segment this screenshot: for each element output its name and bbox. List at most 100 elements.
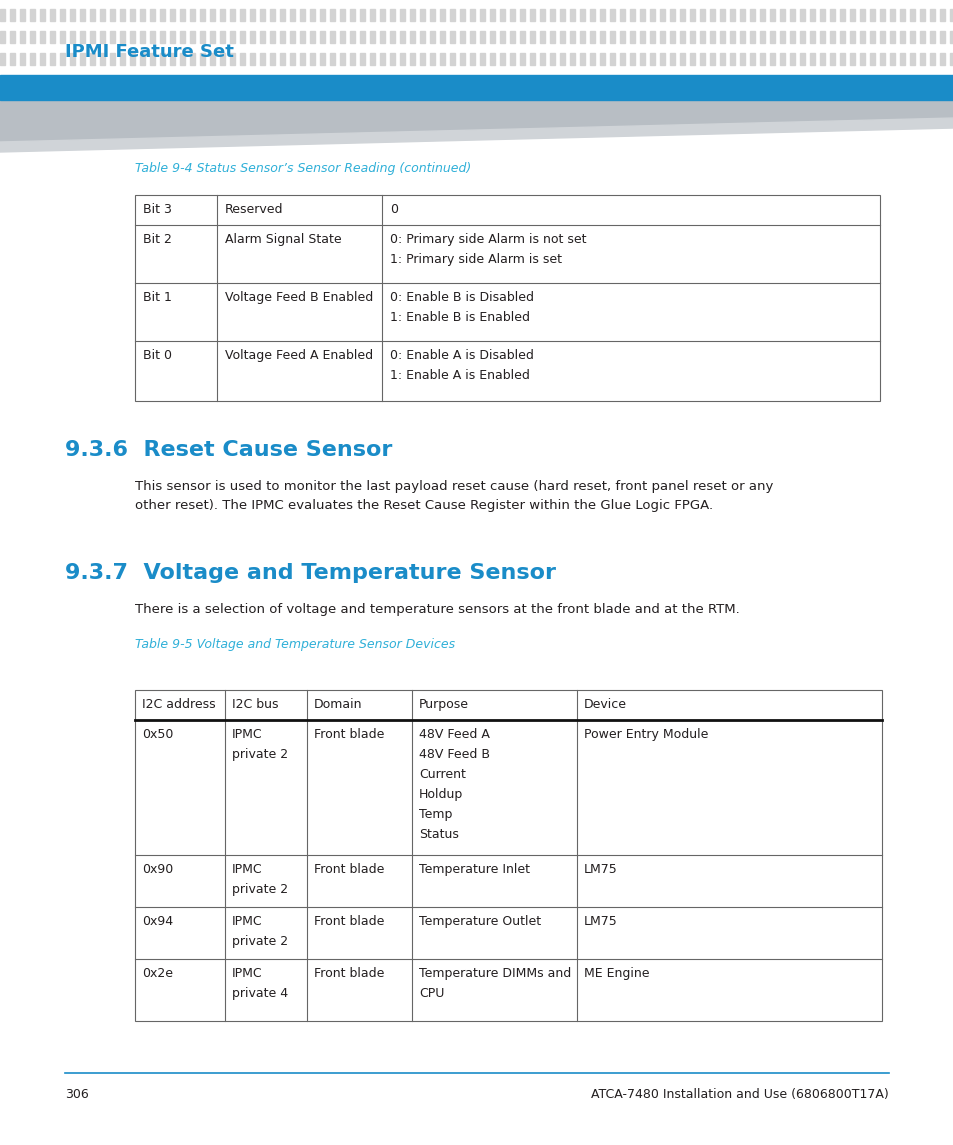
Bar xyxy=(760,9,764,21)
Bar xyxy=(619,9,624,21)
Bar xyxy=(629,9,635,21)
Bar xyxy=(840,9,844,21)
Text: Device: Device xyxy=(583,698,626,711)
Bar xyxy=(0,31,5,44)
Bar xyxy=(60,53,65,65)
Bar xyxy=(20,9,25,21)
Bar xyxy=(649,9,655,21)
Bar xyxy=(200,9,205,21)
Bar xyxy=(530,9,535,21)
Bar xyxy=(50,31,55,44)
Bar xyxy=(135,195,879,401)
Bar xyxy=(419,9,424,21)
Bar xyxy=(390,9,395,21)
Bar xyxy=(190,31,194,44)
Bar xyxy=(539,53,544,65)
Bar xyxy=(869,9,874,21)
Bar xyxy=(180,31,185,44)
Bar xyxy=(510,9,515,21)
Text: Table 9-5 Voltage and Temperature Sensor Devices: Table 9-5 Voltage and Temperature Sensor… xyxy=(135,638,455,652)
Bar xyxy=(550,53,555,65)
Bar xyxy=(280,31,285,44)
Bar xyxy=(629,53,635,65)
Bar xyxy=(829,31,834,44)
Text: Bit 3: Bit 3 xyxy=(143,203,172,216)
Bar xyxy=(359,9,365,21)
Bar xyxy=(270,53,274,65)
Bar xyxy=(370,9,375,21)
Bar xyxy=(740,9,744,21)
Bar xyxy=(659,31,664,44)
Bar xyxy=(40,9,45,21)
Bar xyxy=(499,31,504,44)
Text: Domain: Domain xyxy=(314,698,362,711)
Bar xyxy=(700,31,704,44)
Bar xyxy=(450,53,455,65)
Bar xyxy=(939,9,944,21)
Bar xyxy=(869,31,874,44)
Bar xyxy=(769,31,774,44)
Bar xyxy=(260,9,265,21)
Bar xyxy=(800,53,804,65)
Bar xyxy=(829,9,834,21)
Bar xyxy=(439,31,444,44)
Bar xyxy=(230,9,234,21)
Bar xyxy=(899,9,904,21)
Bar xyxy=(859,9,864,21)
Text: Purpose: Purpose xyxy=(418,698,469,711)
Text: Temperature Outlet: Temperature Outlet xyxy=(418,915,540,927)
Bar xyxy=(550,9,555,21)
Bar xyxy=(40,31,45,44)
Bar xyxy=(299,9,305,21)
Bar xyxy=(859,31,864,44)
Bar xyxy=(490,53,495,65)
Bar xyxy=(579,53,584,65)
Text: I2C bus: I2C bus xyxy=(232,698,278,711)
Bar xyxy=(10,31,15,44)
Bar xyxy=(210,53,214,65)
Bar xyxy=(0,9,5,21)
Bar xyxy=(410,53,415,65)
Bar xyxy=(390,53,395,65)
Bar xyxy=(390,31,395,44)
Bar xyxy=(319,53,325,65)
Bar xyxy=(639,9,644,21)
Bar xyxy=(859,53,864,65)
Bar xyxy=(200,53,205,65)
Text: Front blade: Front blade xyxy=(314,728,384,741)
Bar xyxy=(135,690,882,1021)
Bar xyxy=(589,53,595,65)
Text: Temperature DIMMs and
CPU: Temperature DIMMs and CPU xyxy=(418,968,571,1000)
Bar xyxy=(780,9,784,21)
Text: 0: 0 xyxy=(390,203,397,216)
Bar xyxy=(319,9,325,21)
Bar xyxy=(260,31,265,44)
Bar xyxy=(769,53,774,65)
Bar xyxy=(539,9,544,21)
Bar xyxy=(379,31,385,44)
Bar xyxy=(539,31,544,44)
Bar xyxy=(579,31,584,44)
Bar xyxy=(130,9,135,21)
Bar xyxy=(30,53,35,65)
Bar xyxy=(869,53,874,65)
Bar xyxy=(350,9,355,21)
Polygon shape xyxy=(0,100,953,142)
Bar xyxy=(820,53,824,65)
Bar xyxy=(519,31,524,44)
Bar xyxy=(619,53,624,65)
Text: 0x94: 0x94 xyxy=(142,915,172,927)
Bar xyxy=(689,9,695,21)
Bar xyxy=(609,53,615,65)
Bar xyxy=(909,31,914,44)
Bar xyxy=(330,53,335,65)
Bar xyxy=(820,31,824,44)
Bar xyxy=(130,53,135,65)
Text: IPMC
private 2: IPMC private 2 xyxy=(232,863,288,897)
Bar xyxy=(20,31,25,44)
Bar xyxy=(479,9,484,21)
Bar xyxy=(929,53,934,65)
Bar xyxy=(709,31,714,44)
Bar xyxy=(290,31,294,44)
Bar xyxy=(110,9,115,21)
